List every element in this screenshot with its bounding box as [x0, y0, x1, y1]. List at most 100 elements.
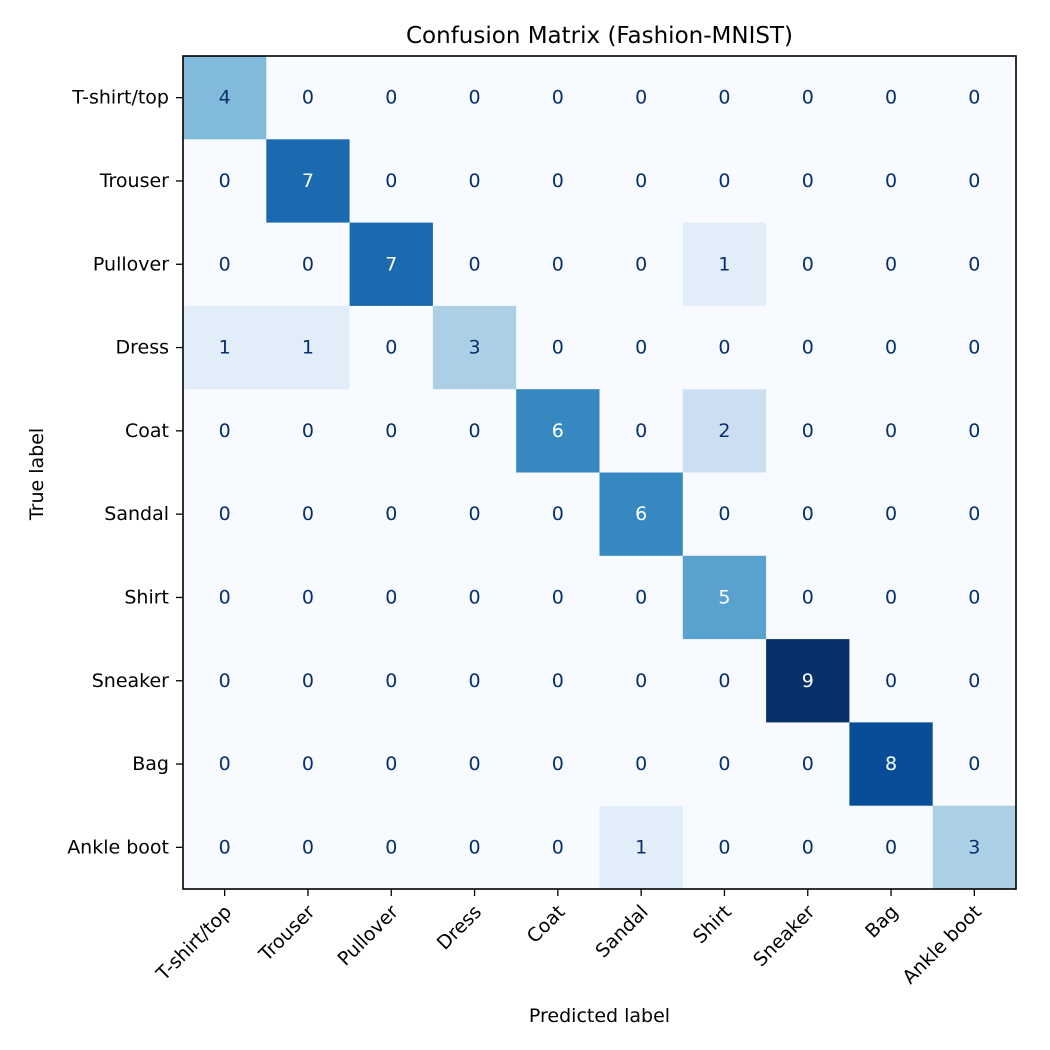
heatmap-cell — [183, 555, 267, 640]
heatmap-cell — [183, 305, 267, 390]
heatmap-cell — [599, 555, 684, 640]
heatmap-cell — [932, 389, 1017, 473]
heatmap-cell — [932, 472, 1017, 557]
heatmap-cell — [266, 305, 351, 390]
heatmap-cell — [183, 472, 267, 557]
cell-value-label: 0 — [802, 503, 814, 525]
cell-value-label: 0 — [469, 503, 481, 525]
heatmap-cell — [766, 305, 850, 390]
y-tick-label: Dress — [115, 337, 169, 359]
cell-value-label: 0 — [469, 420, 481, 442]
heatmap-cell — [516, 639, 600, 723]
cell-value-label: 0 — [635, 670, 647, 692]
y-tick-label: Trouser — [99, 170, 169, 192]
cell-value-label: 0 — [469, 836, 481, 858]
cell-value-label: 0 — [219, 503, 231, 525]
heatmap-cell — [599, 56, 684, 140]
cell-value-label: 0 — [718, 503, 730, 525]
cell-value-label: 0 — [302, 420, 314, 442]
cell-value-label: 0 — [385, 753, 397, 775]
cell-value-label: 0 — [635, 87, 647, 109]
heatmap-cell — [432, 639, 517, 723]
heatmap-cell — [599, 805, 684, 890]
x-tick-label: Shirt — [689, 901, 736, 948]
heatmap-cell — [599, 222, 684, 307]
heatmap-cell — [432, 722, 517, 807]
y-tick-label: T-shirt/top — [71, 87, 169, 109]
heatmap-cell — [183, 222, 267, 307]
cell-value-label: 0 — [968, 670, 980, 692]
heatmap-cell — [183, 389, 267, 473]
heatmap-cell — [599, 389, 684, 473]
cell-value-label: 0 — [302, 503, 314, 525]
cell-value-label: 0 — [385, 586, 397, 608]
heatmap-cell — [349, 305, 434, 390]
cell-value-label: 0 — [968, 253, 980, 275]
heatmap-cells — [183, 56, 1017, 890]
cell-value-label: 0 — [385, 337, 397, 359]
y-tick-label: Sneaker — [92, 670, 169, 692]
heatmap-cell — [932, 805, 1017, 890]
cell-value-label: 6 — [635, 503, 647, 525]
cell-value-label: 1 — [718, 253, 730, 275]
heatmap-cell — [183, 56, 267, 140]
heatmap-cell — [932, 555, 1017, 640]
heatmap-cell — [849, 805, 934, 890]
x-tick-label: Sandal — [591, 901, 652, 962]
heatmap-cell — [849, 56, 934, 140]
cell-value-label: 0 — [385, 170, 397, 192]
heatmap-cell — [932, 305, 1017, 390]
heatmap-cell — [682, 305, 767, 390]
heatmap-cell — [849, 722, 934, 807]
heatmap-cell — [432, 139, 517, 224]
cell-value-label: 0 — [718, 337, 730, 359]
cell-value-label: 0 — [802, 420, 814, 442]
heatmap-cell — [932, 639, 1017, 723]
x-axis-ticks: T-shirt/top Trouser Pullover Dress Coat Sanda… — [152, 889, 986, 989]
heatmap-cell — [516, 722, 600, 807]
cell-value-label: 0 — [469, 170, 481, 192]
cell-value-label: 0 — [552, 337, 564, 359]
heatmap-cell — [349, 56, 434, 140]
heatmap-cell — [766, 222, 850, 307]
cell-value-label: 0 — [219, 420, 231, 442]
y-tick-label: Coat — [125, 420, 169, 442]
cell-value-label: 0 — [219, 253, 231, 275]
heatmap-cell — [516, 472, 600, 557]
cell-value-label: 0 — [885, 503, 897, 525]
heatmap-cell — [766, 805, 850, 890]
cell-value-label: 0 — [885, 170, 897, 192]
cell-value-label: 0 — [802, 586, 814, 608]
cell-value-label: 0 — [968, 586, 980, 608]
cell-value-label: 0 — [635, 753, 647, 775]
heatmap-cell-labels: 4 0 0 0 0 0 0 0 0 0 0 7 0 0 0 0 0 0 0 0 0 0 7 0 0 0 1 0 0 0 1 1 0 3 0 0 0 0 0 0… — [219, 87, 981, 859]
cell-value-label: 0 — [718, 170, 730, 192]
heatmap-cell — [266, 722, 351, 807]
heatmap-cell — [266, 56, 351, 140]
cell-value-label: 7 — [385, 253, 397, 275]
chart-title: Confusion Matrix (Fashion-MNIST) — [406, 23, 793, 49]
cell-value-label: 3 — [469, 337, 481, 359]
cell-value-label: 0 — [885, 337, 897, 359]
y-tick-label: Pullover — [93, 253, 169, 275]
cell-value-label: 0 — [802, 337, 814, 359]
heatmap-cell — [349, 389, 434, 473]
cell-value-label: 0 — [469, 753, 481, 775]
cell-value-label: 0 — [718, 836, 730, 858]
cell-value-label: 1 — [219, 337, 231, 359]
cell-value-label: 0 — [885, 420, 897, 442]
heatmap-cell — [432, 56, 517, 140]
cell-value-label: 0 — [802, 170, 814, 192]
heatmap-cell — [599, 722, 684, 807]
cell-value-label: 0 — [552, 87, 564, 109]
cell-value-label: 0 — [385, 670, 397, 692]
cell-value-label: 0 — [968, 420, 980, 442]
cell-value-label: 0 — [552, 670, 564, 692]
heatmap-cell — [266, 805, 351, 890]
cell-value-label: 0 — [885, 253, 897, 275]
cell-value-label: 0 — [302, 586, 314, 608]
heatmap-cell — [766, 139, 850, 224]
heatmap-cell — [766, 389, 850, 473]
cell-value-label: 0 — [469, 87, 481, 109]
cell-value-label: 0 — [469, 670, 481, 692]
